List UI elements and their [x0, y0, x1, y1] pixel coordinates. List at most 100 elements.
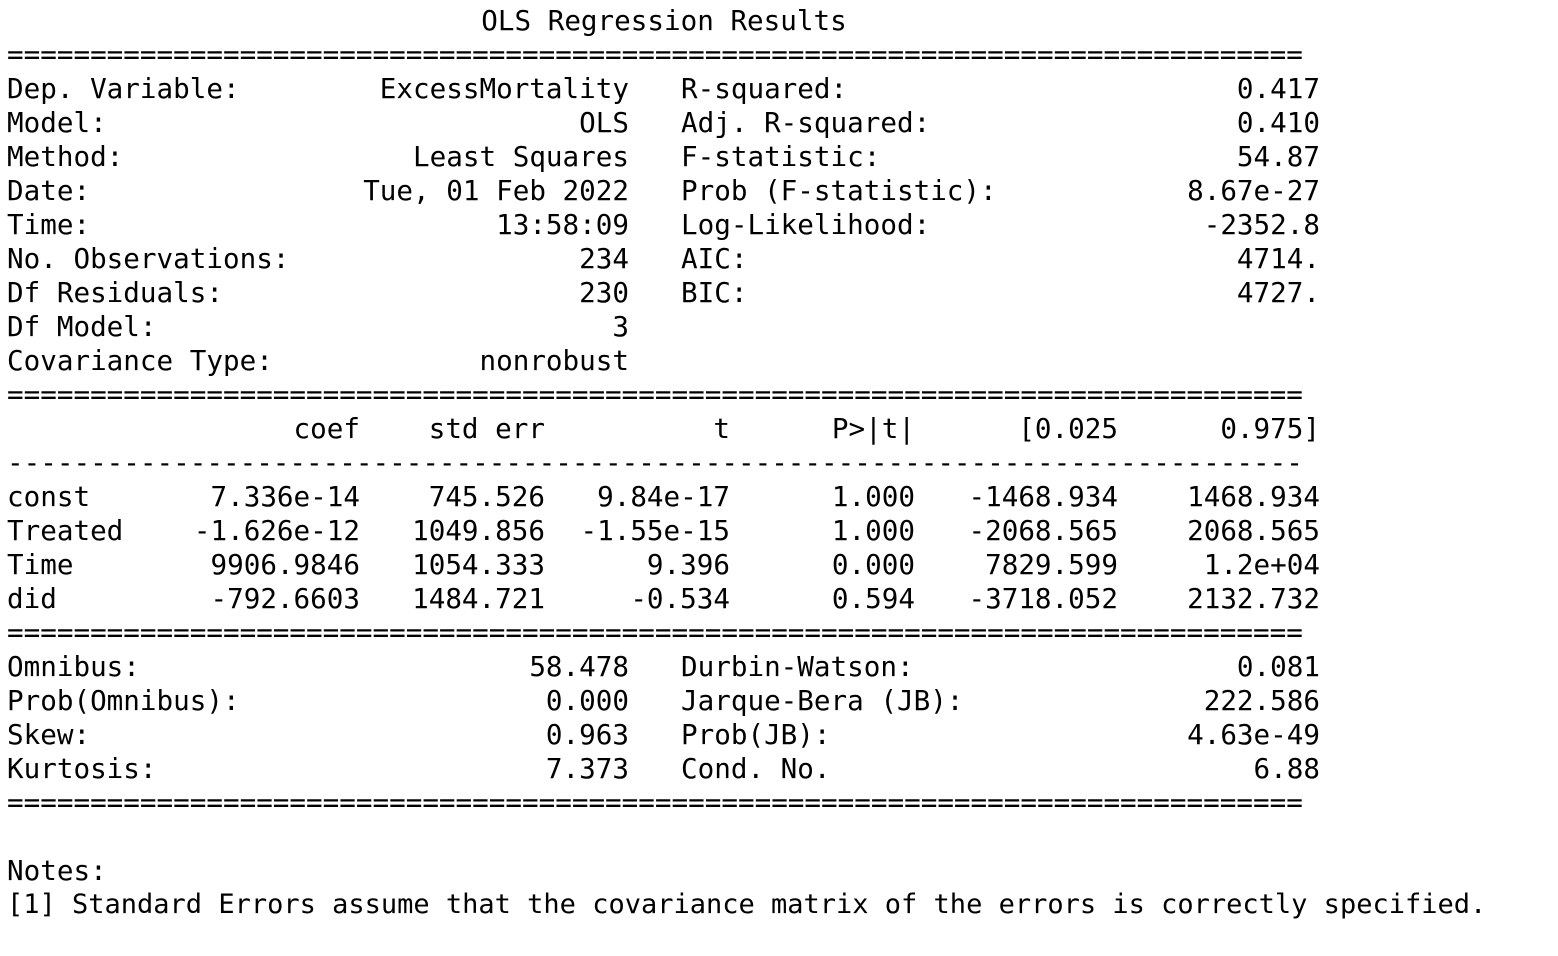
summary-left-label: Dep. Variable: [7, 72, 240, 105]
coef-cell: -792.6603 [210, 582, 360, 615]
summary-row: Dep. Variable: ExcessMortality R-squared… [7, 72, 1320, 106]
summary-left-value: OLS [579, 106, 629, 139]
summary-row: Method: Least Squares F-statistic: 54.87 [7, 140, 1320, 174]
summary-row: Covariance Type: nonrobust [7, 344, 629, 378]
summary-right-label: Log-Likelihood: [681, 208, 931, 241]
t-cell: -1.55e-15 [580, 514, 730, 547]
summary-left-label: Time: [7, 208, 91, 241]
coef-header-ci-low: [0.025 [1018, 412, 1118, 445]
summary-left-label: No. Observations: [7, 242, 290, 275]
diag-left-value: 0.963 [545, 718, 629, 751]
summary-left-label: Date: [7, 174, 91, 207]
summary-left-value: nonrobust [479, 344, 629, 377]
summary-row: Df Model: 3 [7, 310, 629, 344]
diag-left-value: 0.000 [545, 684, 629, 717]
summary-left-value: 234 [579, 242, 629, 275]
summary-left-value: Least Squares [413, 140, 629, 173]
ci-high-cell: 2068.565 [1187, 514, 1320, 547]
summary-right-value: 0.417 [1236, 72, 1320, 105]
summary-left-label: Model: [7, 106, 107, 139]
summary-left-value: 13:58:09 [496, 208, 629, 241]
summary-row: Df Residuals: 230 BIC: 4727. [7, 276, 1320, 310]
ci-low-cell: -1468.934 [968, 480, 1118, 513]
summary-right-value: 0.410 [1236, 106, 1320, 139]
coef-cell: 7.336e-14 [210, 480, 360, 513]
summary-right-value: 4727. [1236, 276, 1320, 309]
notes-heading: Notes: [7, 854, 107, 887]
summary-row: Date: Tue, 01 Feb 2022 Prob (F-statistic… [7, 174, 1320, 208]
summary-left-value: ExcessMortality [379, 72, 629, 105]
summary-left-label: Df Residuals: [7, 276, 223, 309]
summary-right-label: Adj. R-squared: [681, 106, 931, 139]
coef-header-t: t [713, 412, 730, 445]
summary-left-label: Covariance Type: [7, 344, 273, 377]
summary-left-value: 3 [612, 310, 629, 343]
table-row: const 7.336e-14 745.526 9.84e-17 1.000 -… [7, 480, 1320, 514]
summary-row: Model: OLS Adj. R-squared: 0.410 [7, 106, 1320, 140]
diag-right-label: Cond. No. [681, 752, 831, 785]
coef-header-ci-high: 0.975] [1220, 412, 1320, 445]
summary-left-value: 230 [579, 276, 629, 309]
notes-item: [1] Standard Errors assume that the cova… [7, 889, 1487, 920]
page-title: OLS Regression Results [481, 4, 847, 37]
diag-right-value: 222.586 [1203, 684, 1320, 717]
diag-left-label: Omnibus: [7, 650, 140, 683]
summary-right-value: 8.67e-27 [1187, 174, 1320, 207]
ci-low-cell: 7829.599 [985, 548, 1118, 581]
summary-row: No. Observations: 234 AIC: 4714. [7, 242, 1320, 276]
t-cell: -0.534 [630, 582, 730, 615]
diag-left-label: Skew: [7, 718, 91, 751]
coef-header-std-err: std err [428, 412, 545, 445]
summary-right-label: F-statistic: [681, 140, 881, 173]
coef-cell: -1.626e-12 [193, 514, 360, 547]
coef-row-name: const [7, 480, 91, 513]
summary-left-value: Tue, 01 Feb 2022 [363, 174, 629, 207]
coef-row-name: Treated [7, 514, 124, 547]
separator-double: ========================================… [7, 378, 1303, 411]
diag-left-value: 58.478 [529, 650, 629, 683]
coef-table-header: coef std err t P>|t| [0.025 0.975] [7, 412, 1320, 446]
diag-left-value: 7.373 [545, 752, 629, 785]
std-err-cell: 745.526 [428, 480, 545, 513]
coef-cell: 9906.9846 [210, 548, 360, 581]
coef-header-coef: coef [293, 412, 360, 445]
coef-row-name: did [7, 582, 57, 615]
ci-low-cell: -2068.565 [968, 514, 1118, 547]
summary-right-label: Prob (F-statistic): [681, 174, 997, 207]
summary-right-label: BIC: [681, 276, 748, 309]
summary-right-label: AIC: [681, 242, 748, 275]
diag-right-label: Jarque-Bera (JB): [681, 684, 964, 717]
table-row: Time 9906.9846 1054.333 9.396 0.000 7829… [7, 548, 1320, 582]
separator-double: ========================================… [7, 38, 1303, 71]
separator-double: ========================================… [7, 616, 1303, 649]
separator-double: ========================================… [7, 786, 1303, 819]
summary-right-value: 4714. [1236, 242, 1320, 275]
diagnostics-row: Prob(Omnibus): 0.000 Jarque-Bera (JB): 2… [7, 684, 1320, 718]
diag-left-label: Kurtosis: [7, 752, 157, 785]
std-err-cell: 1054.333 [412, 548, 545, 581]
summary-right-value: -2352.8 [1203, 208, 1320, 241]
diagnostics-row: Skew: 0.963 Prob(JB): 4.63e-49 [7, 718, 1320, 752]
diag-right-label: Durbin-Watson: [681, 650, 914, 683]
p-cell: 0.594 [831, 582, 915, 615]
diag-right-value: 4.63e-49 [1187, 718, 1320, 751]
diag-right-label: Prob(JB): [681, 718, 831, 751]
summary-left-label: Df Model: [7, 310, 157, 343]
table-row: did -792.6603 1484.721 -0.534 0.594 -371… [7, 582, 1320, 616]
summary-right-value: 54.87 [1236, 140, 1320, 173]
ci-high-cell: 1.2e+04 [1203, 548, 1320, 581]
ci-low-cell: -3718.052 [968, 582, 1118, 615]
coef-row-name: Time [7, 548, 74, 581]
diag-right-value: 6.88 [1253, 752, 1320, 785]
summary-row: Time: 13:58:09 Log-Likelihood: -2352.8 [7, 208, 1320, 242]
std-err-cell: 1049.856 [412, 514, 545, 547]
diagnostics-row: Omnibus: 58.478 Durbin-Watson: 0.081 [7, 650, 1320, 684]
std-err-cell: 1484.721 [412, 582, 545, 615]
p-cell: 1.000 [831, 480, 915, 513]
ci-high-cell: 2132.732 [1187, 582, 1320, 615]
diagnostics-row: Kurtosis: 7.373 Cond. No. 6.88 [7, 752, 1320, 786]
coef-header-p: P>|t| [831, 412, 915, 445]
table-row: Treated -1.626e-12 1049.856 -1.55e-15 1.… [7, 514, 1320, 548]
t-cell: 9.84e-17 [597, 480, 730, 513]
summary-left-label: Method: [7, 140, 124, 173]
